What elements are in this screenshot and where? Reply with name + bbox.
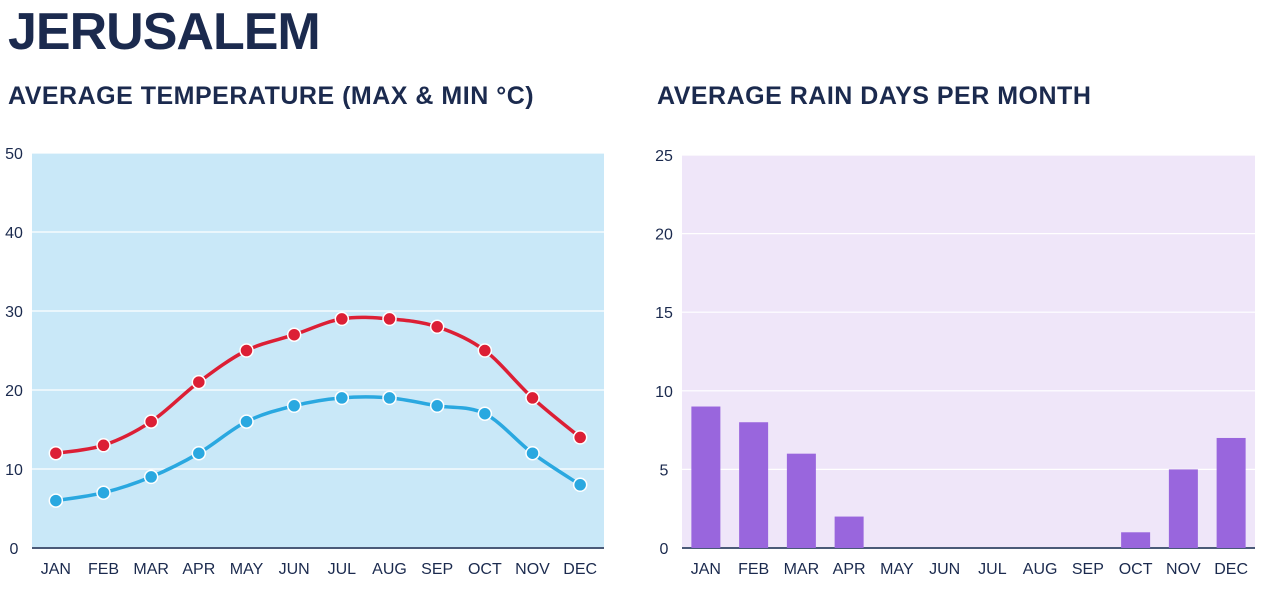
x-tick-label: FEB xyxy=(88,561,119,578)
max-temp-point xyxy=(572,430,588,445)
plot-background xyxy=(32,153,604,548)
x-tick-label: SEP xyxy=(1072,561,1104,578)
y-tick-label: 5 xyxy=(660,462,669,479)
x-tick-label: APR xyxy=(182,561,215,578)
y-tick-label: 20 xyxy=(655,227,673,244)
min-temp-point xyxy=(382,390,397,406)
x-tick-label: AUG xyxy=(1023,561,1058,578)
y-tick-label: 50 xyxy=(5,146,23,163)
max-temp-point xyxy=(48,445,64,461)
y-tick-label: 25 xyxy=(655,148,673,165)
rain-bar xyxy=(691,406,721,548)
x-tick-label: AUG xyxy=(372,561,407,578)
y-tick-label: 0 xyxy=(10,541,19,558)
max-temp-point xyxy=(191,374,207,390)
max-temp-point xyxy=(382,311,397,327)
x-tick-label: JAN xyxy=(41,561,71,578)
max-temp-point xyxy=(143,414,159,429)
x-tick-label: SEP xyxy=(421,561,453,578)
x-tick-label: APR xyxy=(833,561,866,578)
x-tick-label: JUN xyxy=(929,561,960,578)
rain-bar xyxy=(739,422,769,548)
rain-bar xyxy=(1121,532,1151,548)
max-temp-point xyxy=(477,343,493,358)
y-tick-label: 15 xyxy=(655,305,673,322)
max-temp-point xyxy=(334,311,350,327)
x-tick-label: JUL xyxy=(978,561,1007,578)
x-tick-label: DEC xyxy=(1214,561,1248,578)
rain-bar xyxy=(1216,437,1246,548)
y-tick-label: 40 xyxy=(5,225,23,242)
y-tick-label: 10 xyxy=(5,462,23,479)
x-tick-label: JUN xyxy=(279,561,310,578)
min-temp-point xyxy=(143,469,159,485)
max-temp-point xyxy=(286,327,302,342)
rain-bar xyxy=(1168,469,1198,548)
x-tick-label: MAY xyxy=(230,561,264,578)
min-temp-point xyxy=(239,414,254,429)
x-tick-label: NOV xyxy=(1166,561,1201,578)
y-tick-label: 10 xyxy=(655,384,673,401)
max-temp-point xyxy=(429,319,445,335)
x-tick-label: OCT xyxy=(468,561,502,578)
min-temp-point xyxy=(191,445,207,461)
plot-background xyxy=(682,155,1255,548)
x-tick-label: MAY xyxy=(880,561,914,578)
page-title: JERUSALEM xyxy=(8,3,321,61)
x-tick-label: JUL xyxy=(328,561,357,578)
min-temp-point xyxy=(477,406,493,421)
x-tick-label: NOV xyxy=(515,561,550,578)
min-temp-point xyxy=(96,485,111,500)
x-tick-label: MAR xyxy=(133,561,169,578)
rain-bar xyxy=(834,516,864,548)
min-temp-point xyxy=(572,477,588,493)
min-temp-point xyxy=(334,390,350,406)
temperature-chart-title: AVERAGE TEMPERATURE (MAX & MIN °C) xyxy=(8,82,535,110)
x-tick-label: DEC xyxy=(563,561,597,578)
max-temp-point xyxy=(525,390,540,406)
max-temp-point xyxy=(239,343,254,358)
x-tick-label: JAN xyxy=(691,561,721,578)
min-temp-point xyxy=(48,493,64,508)
y-tick-label: 0 xyxy=(660,541,669,558)
min-temp-point xyxy=(286,398,302,414)
min-temp-point xyxy=(525,445,540,461)
y-tick-label: 20 xyxy=(5,383,23,400)
max-temp-point xyxy=(96,438,111,453)
x-tick-label: OCT xyxy=(1119,561,1153,578)
rain-chart-title: AVERAGE RAIN DAYS PER MONTH xyxy=(657,82,1092,110)
y-tick-label: 30 xyxy=(5,304,23,321)
x-tick-label: MAR xyxy=(784,561,820,578)
rain-bar xyxy=(786,453,816,548)
min-temp-point xyxy=(429,398,445,414)
x-tick-label: FEB xyxy=(738,561,769,578)
